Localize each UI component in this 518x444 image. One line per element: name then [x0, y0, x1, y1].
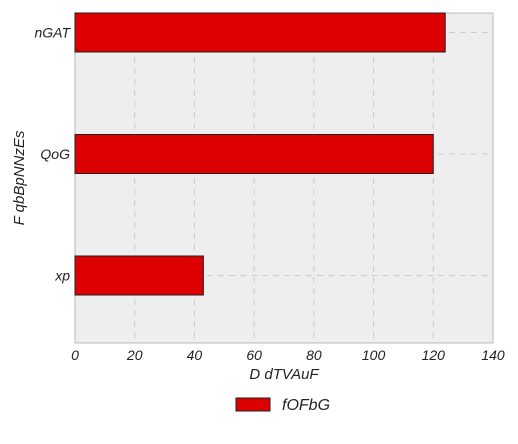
bars — [74, 12, 446, 296]
bar-QoG — [74, 134, 434, 174]
y-tick-label-xp: xp — [54, 268, 70, 284]
x-tick-label-60: 60 — [246, 347, 262, 363]
y-tick-label-QoG: QoG — [40, 146, 70, 162]
bar-nGAT — [74, 12, 446, 53]
legend-label: fOFbG — [282, 397, 330, 414]
legend-swatch — [235, 397, 271, 412]
x-tick-label-120: 120 — [422, 347, 446, 363]
legend: fOFbG — [235, 397, 330, 414]
x-tick-label-80: 80 — [306, 347, 322, 363]
x-tick-label-0: 0 — [71, 347, 79, 363]
x-tick-labels: 0 20 40 60 80 100 120 140 — [71, 347, 505, 363]
x-axis-title: D dTVAuF — [249, 366, 319, 383]
x-tick-label-40: 40 — [187, 347, 203, 363]
y-tick-label-nGAT: nGAT — [34, 25, 71, 41]
x-tick-label-100: 100 — [362, 347, 386, 363]
bar-xp — [74, 255, 204, 296]
y-axis-title: F qbBpNNzEs — [11, 130, 28, 225]
y-tick-labels: nGAT QoG xp — [34, 25, 71, 284]
x-tick-label-20: 20 — [126, 347, 143, 363]
x-tick-label-140: 140 — [481, 347, 505, 363]
